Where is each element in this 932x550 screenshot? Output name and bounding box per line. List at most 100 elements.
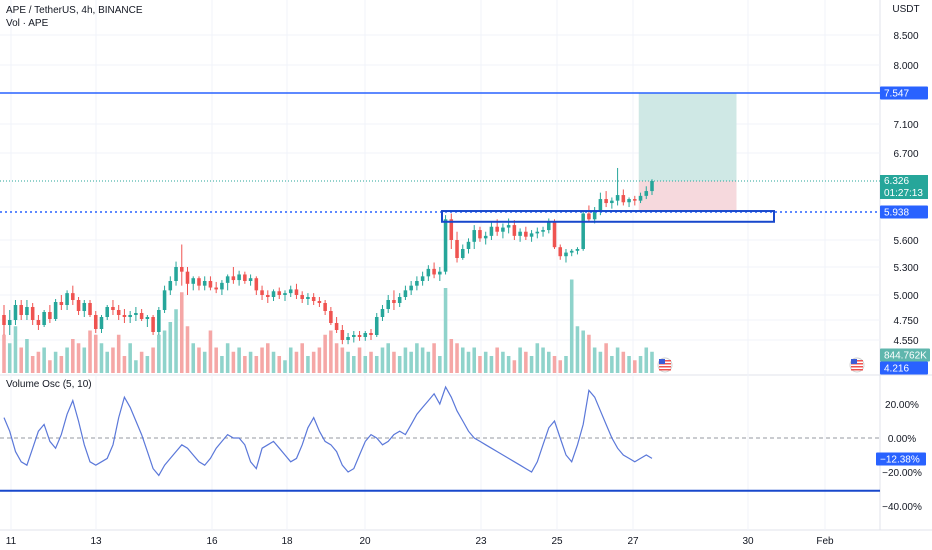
volume-bar bbox=[426, 351, 431, 373]
resistance-price-label-box bbox=[880, 86, 928, 100]
candle-body bbox=[93, 315, 98, 329]
candle-body bbox=[541, 230, 545, 232]
candle-body bbox=[547, 221, 551, 231]
time-tick-label: 30 bbox=[742, 536, 754, 547]
volume-bar bbox=[466, 351, 471, 373]
volume-bar bbox=[483, 351, 488, 373]
candle-body bbox=[524, 231, 528, 237]
candle-body bbox=[288, 289, 293, 294]
volume-bar bbox=[243, 356, 247, 373]
price-tick-label: 5.000 bbox=[893, 291, 918, 302]
time-axis: 11 13 16 18 20 23 25 27 30 Feb bbox=[6, 536, 834, 547]
volume-bar bbox=[13, 326, 18, 373]
candle-body bbox=[162, 290, 167, 310]
volume-bar bbox=[145, 356, 150, 373]
flag-stripe bbox=[659, 366, 671, 368]
candle-body bbox=[243, 274, 247, 281]
volume-bar bbox=[581, 330, 585, 373]
candle-body bbox=[483, 235, 488, 239]
volume-bar bbox=[323, 334, 327, 373]
volume-bar bbox=[202, 351, 207, 373]
candle-body bbox=[334, 323, 339, 330]
candle-body bbox=[7, 320, 12, 325]
candle-body bbox=[363, 333, 368, 337]
candle-body bbox=[248, 278, 253, 281]
candle-body bbox=[145, 317, 150, 319]
candle-body bbox=[340, 330, 345, 340]
volume-bar bbox=[7, 343, 12, 373]
volume-bar bbox=[443, 288, 448, 373]
volume-bar bbox=[179, 292, 184, 373]
flag-canton bbox=[851, 359, 857, 364]
last-price-label: 6.326 bbox=[884, 176, 909, 187]
candle-body bbox=[374, 317, 379, 335]
candle-body bbox=[403, 290, 408, 297]
time-tick-label: 20 bbox=[359, 536, 371, 547]
candle-body bbox=[157, 310, 161, 332]
volume-title: Vol · APE bbox=[6, 18, 49, 29]
candle-body bbox=[449, 219, 454, 240]
flag-stripe bbox=[851, 369, 863, 371]
candle-body bbox=[369, 333, 373, 335]
volume-bar bbox=[409, 351, 413, 373]
volume-bar bbox=[208, 330, 213, 373]
candle-body bbox=[134, 313, 138, 315]
volume-bar bbox=[547, 351, 551, 373]
volume-bar bbox=[288, 347, 293, 373]
volume-bar bbox=[363, 356, 368, 373]
volume-bar bbox=[644, 347, 649, 373]
volume-bar bbox=[122, 356, 127, 373]
volume-bar bbox=[478, 356, 482, 373]
candle-body bbox=[386, 300, 390, 309]
price-axis: USDT 8.500 8.000 7.100 6.700 5.600 5.300 5.000 4… bbox=[882, 4, 922, 513]
support-price-label-box bbox=[880, 205, 928, 219]
volume-bar bbox=[248, 351, 253, 373]
volume-bar bbox=[36, 351, 41, 373]
candle-body bbox=[489, 226, 494, 236]
oscillator-tick-label: −40.00% bbox=[882, 502, 922, 513]
volume-bar bbox=[524, 351, 528, 373]
candle-body bbox=[610, 200, 614, 204]
volume-bar bbox=[225, 343, 230, 373]
candle-body bbox=[208, 281, 213, 288]
volume-bar bbox=[357, 347, 362, 373]
candle-body bbox=[426, 268, 431, 277]
countdown-timer: 01:27:13 bbox=[884, 188, 923, 199]
volume-bar bbox=[157, 334, 161, 373]
lowest-value-label-box bbox=[880, 361, 928, 375]
candle-body bbox=[478, 230, 482, 239]
candle-body bbox=[575, 249, 580, 251]
volume-bar bbox=[42, 347, 46, 373]
candle-body bbox=[225, 276, 230, 283]
candle-body bbox=[36, 320, 41, 325]
symbol-title[interactable]: APE / TetherUS, 4h, BINANCE bbox=[6, 5, 143, 16]
volume-bar bbox=[552, 356, 557, 373]
candle-body bbox=[254, 278, 259, 291]
candle-body bbox=[139, 313, 144, 319]
candle-body bbox=[598, 199, 603, 211]
candle-body bbox=[438, 271, 442, 275]
volume-bar bbox=[615, 347, 620, 373]
volume-bar bbox=[168, 322, 173, 373]
volume-bar bbox=[134, 360, 138, 373]
time-tick-label: 16 bbox=[206, 536, 218, 547]
candle-body bbox=[48, 312, 52, 319]
oscillator-tick-label: 0.00% bbox=[888, 434, 916, 445]
volume-bar bbox=[82, 347, 87, 373]
candle-body bbox=[564, 252, 568, 257]
volume-bar bbox=[266, 343, 270, 373]
volume-bar bbox=[501, 351, 505, 373]
stop-zone bbox=[638, 181, 737, 212]
time-tick-label: 27 bbox=[627, 536, 639, 547]
oscillator-title[interactable]: Volume Osc (5, 10) bbox=[6, 379, 92, 390]
time-tick-label: 23 bbox=[475, 536, 487, 547]
flag-stripe bbox=[851, 366, 863, 368]
candle-body bbox=[380, 309, 385, 317]
volume-bar bbox=[569, 279, 574, 373]
candle-body bbox=[65, 293, 69, 305]
price-tick-label: 7.100 bbox=[893, 120, 918, 131]
candle-body bbox=[116, 310, 121, 315]
candle-body bbox=[122, 315, 127, 317]
volume-bar bbox=[311, 351, 316, 373]
